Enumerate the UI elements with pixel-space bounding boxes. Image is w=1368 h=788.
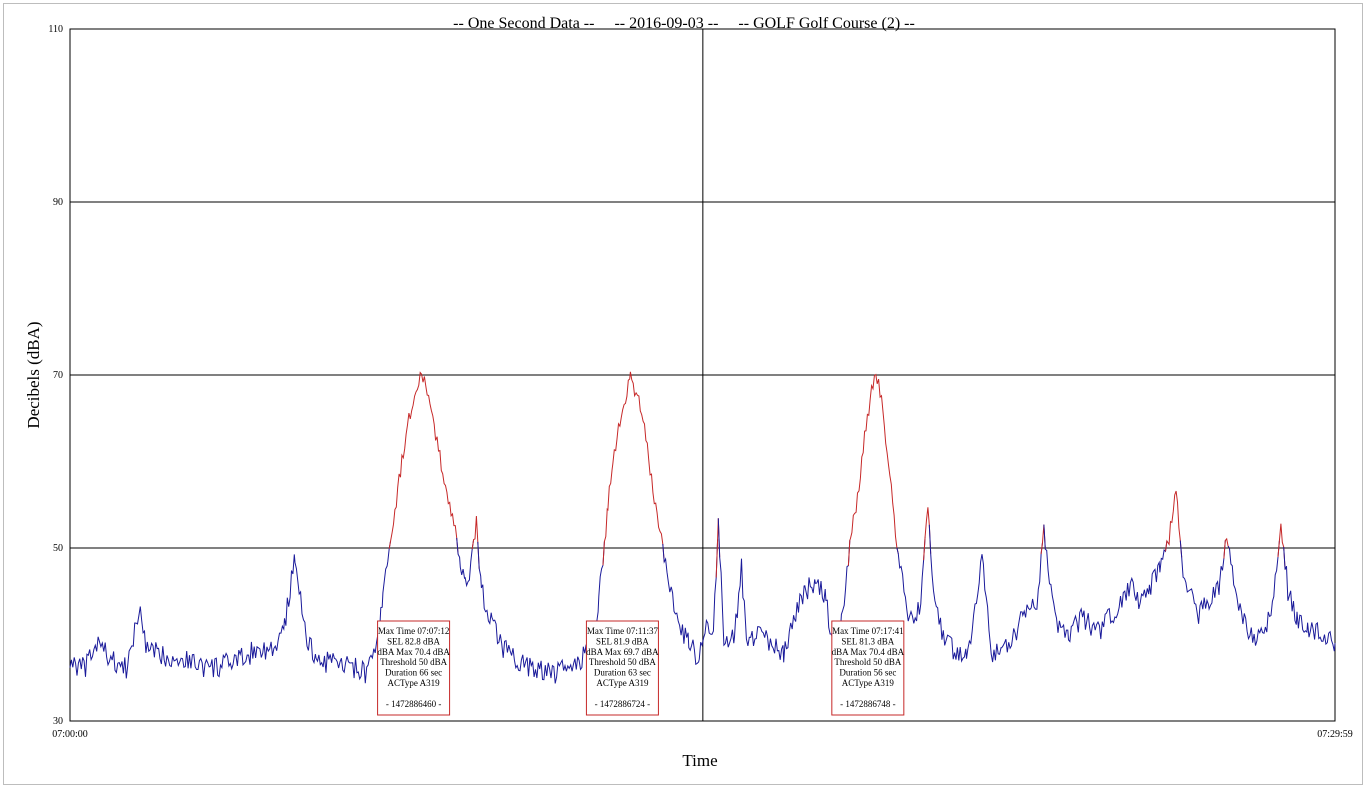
x-axis-label: Time xyxy=(682,751,717,770)
annotation-box xyxy=(377,620,451,716)
annotation-id: - 1472886460 - xyxy=(386,699,442,709)
y-tick-label: 110 xyxy=(48,24,63,35)
series-line xyxy=(662,539,719,666)
series-line xyxy=(456,537,475,588)
series-line xyxy=(928,524,1043,663)
annotation-line: Max Time 07:07:12 xyxy=(378,626,450,636)
grid-lines xyxy=(70,29,1335,721)
annotation-line: SEL 81.3 dBA xyxy=(841,636,894,646)
annotation-line: Max Time 07:17:41 xyxy=(832,626,904,636)
annotation-line: Threshold 50 dBA xyxy=(834,657,901,667)
y-axis-label: Decibels (dBA) xyxy=(24,321,43,428)
event-segment xyxy=(1165,490,1183,558)
y-tick-labels: 30 50 70 90 110 xyxy=(48,24,63,727)
chart-frame xyxy=(3,3,1363,785)
event-segment xyxy=(847,373,899,566)
event-segment xyxy=(602,371,665,566)
annotation-line: SEL 81.9 dBA xyxy=(596,636,649,646)
chart-title: -- One Second Data -- -- 2016-09-03 -- -… xyxy=(453,15,915,32)
annotation-line: ACType A319 xyxy=(388,678,441,688)
annotation-id: - 1472886748 - xyxy=(840,699,896,709)
annotation-line: dBA Max 70.4 dBA xyxy=(832,647,905,657)
y-tick-label: 50 xyxy=(53,543,63,554)
annotation-box xyxy=(585,620,659,716)
event-segment xyxy=(388,371,459,555)
y-tick-label: 30 xyxy=(53,716,63,727)
annotation-id: - 1472886724 - xyxy=(595,699,651,709)
series-line xyxy=(1179,540,1226,624)
annotation-line: Threshold 50 dBA xyxy=(380,657,447,667)
annotation-line: dBA Max 69.7 dBA xyxy=(586,647,659,657)
annotation-box xyxy=(831,620,905,716)
annotation-line: ACType A319 xyxy=(596,678,649,688)
series-line xyxy=(1043,524,1168,643)
annotation-line: Duration 63 sec xyxy=(594,668,651,678)
y-tick-label: 90 xyxy=(53,197,63,208)
series-line xyxy=(1227,540,1280,646)
series-line xyxy=(717,518,851,663)
annotation-line: Threshold 50 dBA xyxy=(589,657,656,667)
series-line xyxy=(896,536,926,624)
annotation-line: Max Time 07:11:37 xyxy=(587,626,659,636)
x-tick-label: 07:29:59 xyxy=(1317,729,1353,740)
series-line xyxy=(69,540,392,684)
annotation-line: SEL 82.8 dBA xyxy=(387,636,440,646)
x-tick-labels: 07:00:00 07:29:59 xyxy=(52,729,1353,740)
series-layer xyxy=(69,371,1336,684)
annotation-line: Duration 56 sec xyxy=(839,668,896,678)
y-tick-label: 70 xyxy=(53,370,63,381)
series-line xyxy=(1283,546,1336,652)
annotation-line: Duration 66 sec xyxy=(385,668,442,678)
x-tick-label: 07:00:00 xyxy=(52,729,88,740)
annotation-line: dBA Max 70.4 dBA xyxy=(377,647,450,657)
series-line xyxy=(477,541,605,684)
annotation-line: ACType A319 xyxy=(842,678,895,688)
